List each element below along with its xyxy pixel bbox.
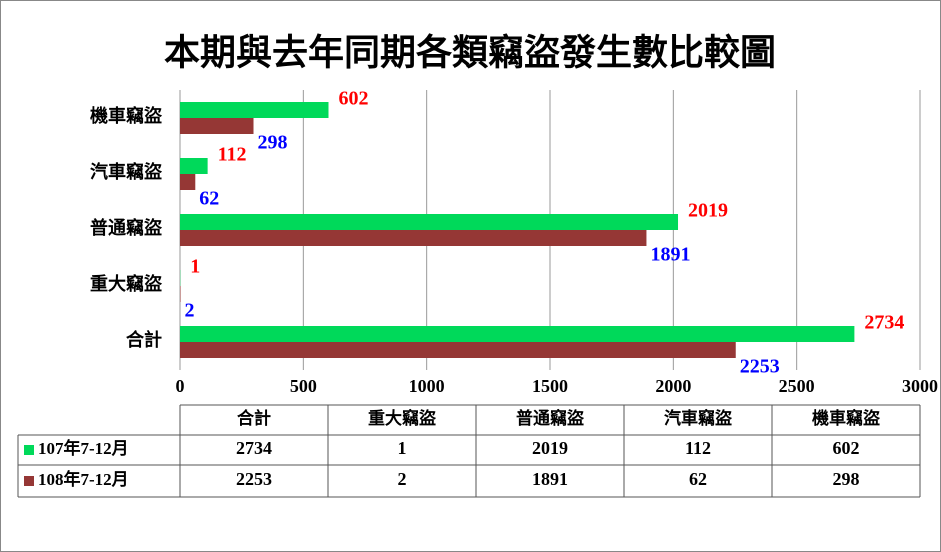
x-tick-label: 1000 [409,376,445,396]
data-label: 2019 [688,200,728,222]
legend-swatch [24,445,34,455]
y-tick-label: 重大竊盜 [90,273,162,294]
table-cell: 2 [398,469,407,489]
data-label: 1 [190,256,200,278]
data-label: 62 [199,188,219,210]
data-label: 112 [218,144,247,166]
bar [180,214,679,230]
bar [180,326,855,342]
bar [180,342,736,358]
x-tick-label: 500 [290,376,317,396]
table-header: 合計 [237,408,271,428]
bar [180,174,196,190]
legend-swatch [24,476,34,486]
legend-label: 108年7-12月 [38,469,129,489]
table-cell: 1 [398,438,407,458]
bar [180,158,208,174]
data-label: 2734 [864,312,904,334]
table-header: 普通竊盜 [516,408,585,428]
table-header: 機車竊盜 [812,408,881,428]
bar [180,102,329,118]
table-cell: 2253 [236,469,272,489]
table-cell: 2734 [236,438,272,458]
table-cell: 62 [689,469,707,489]
x-tick-label: 2000 [655,376,691,396]
table-cell: 1891 [532,469,568,489]
table-header: 汽車竊盜 [664,408,733,428]
table-cell: 298 [833,469,860,489]
y-tick-label: 汽車竊盜 [90,161,162,182]
data-label: 602 [338,88,368,110]
y-tick-label: 機車竊盜 [90,105,162,126]
x-tick-label: 0 [176,376,185,396]
table-cell: 602 [833,438,860,458]
legend-label: 107年7-12月 [38,438,129,458]
bar [180,230,647,246]
data-label: 2 [184,300,194,322]
y-tick-label: 普通竊盜 [90,217,162,238]
data-label: 1891 [650,244,690,266]
x-tick-label: 2500 [779,376,815,396]
chart-title: 本期與去年同期各類竊盜發生數比較圖 [164,32,776,72]
table-header: 重大竊盜 [368,408,437,428]
x-tick-label: 1500 [532,376,568,396]
table-cell: 2019 [532,438,568,458]
table-cell: 112 [685,438,711,458]
bar [180,118,254,134]
data-label: 2253 [740,356,780,378]
x-tick-label: 3000 [902,376,938,396]
data-label: 298 [258,132,288,154]
y-tick-label: 合計 [126,329,162,350]
